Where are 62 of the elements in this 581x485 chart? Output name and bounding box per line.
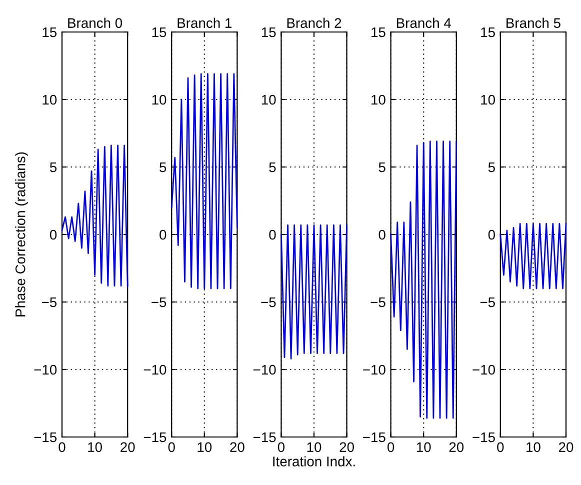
y-tick-label: 10 [481,94,495,105]
y-tick-label: 10 [262,94,276,105]
chart-title: Branch 0 [68,18,122,28]
y-tick-label: −15 [144,432,166,442]
x-tick-label: 20 [340,442,354,452]
x-tick-label: 0 [168,442,175,452]
y-tick-label: 5 [269,162,276,172]
line-series [500,223,567,290]
chart-title: Branch 4 [396,18,451,28]
y-tick-label: 5 [378,162,386,172]
y-tick-label: 15 [481,27,495,38]
y-tick-label: 15 [372,27,386,38]
x-tick-label: 10 [88,442,102,452]
y-tick-label: 5 [50,162,57,172]
x-tick-label: 20 [120,442,135,452]
y-tick-label: −5 [42,297,57,308]
x-tick-label: 0 [497,442,504,452]
y-tick-label: −15 [253,432,276,442]
y-axis-title: Phase Correction (radians) [15,152,28,316]
y-tick-label: −15 [472,432,495,442]
y-tick-label: −10 [144,364,166,375]
y-tick-label: 0 [160,230,166,240]
chart-title: Branch 1 [178,18,232,28]
y-tick-label: 15 [42,27,57,38]
x-tick-label: 20 [449,442,464,452]
y-tick-label: 5 [488,162,495,172]
x-tick-label: 20 [230,442,244,452]
y-tick-label: −10 [472,364,495,375]
chart-title: Branch 5 [506,18,560,28]
y-tick-label: −5 [152,297,166,308]
y-tick-label: −15 [34,432,57,442]
chart-title: Branch 2 [287,18,342,28]
y-tick-label: 10 [372,94,386,105]
y-tick-label: −10 [363,364,386,375]
y-tick-label: 10 [42,94,57,105]
line-series [280,224,348,360]
x-tick-label: 10 [307,442,322,452]
y-tick-label: −10 [253,364,276,375]
y-tick-label: 15 [262,27,276,38]
line-series [390,140,458,419]
y-tick-label: −15 [363,432,386,442]
line-series [170,73,238,290]
x-tick-label: 20 [558,442,574,452]
y-tick-label: 15 [152,27,166,38]
x-axis-title: Iteration Indx. [273,456,355,466]
line-series [61,144,128,286]
x-tick-label: 0 [278,442,285,452]
x-tick-label: 0 [58,442,66,452]
y-tick-label: 5 [160,162,166,172]
y-tick-label: −5 [480,297,495,308]
y-tick-label: 10 [152,94,166,105]
x-tick-label: 10 [198,442,212,452]
x-tick-label: 10 [416,442,431,452]
y-tick-label: 0 [269,230,276,240]
y-tick-label: −5 [261,297,276,308]
y-tick-label: −5 [370,297,386,308]
y-tick-label: 0 [50,230,57,240]
y-tick-label: 0 [488,230,495,240]
y-tick-label: 0 [378,230,386,240]
x-tick-label: 10 [526,442,540,452]
y-tick-label: −10 [34,364,57,375]
x-tick-label: 0 [387,442,394,452]
